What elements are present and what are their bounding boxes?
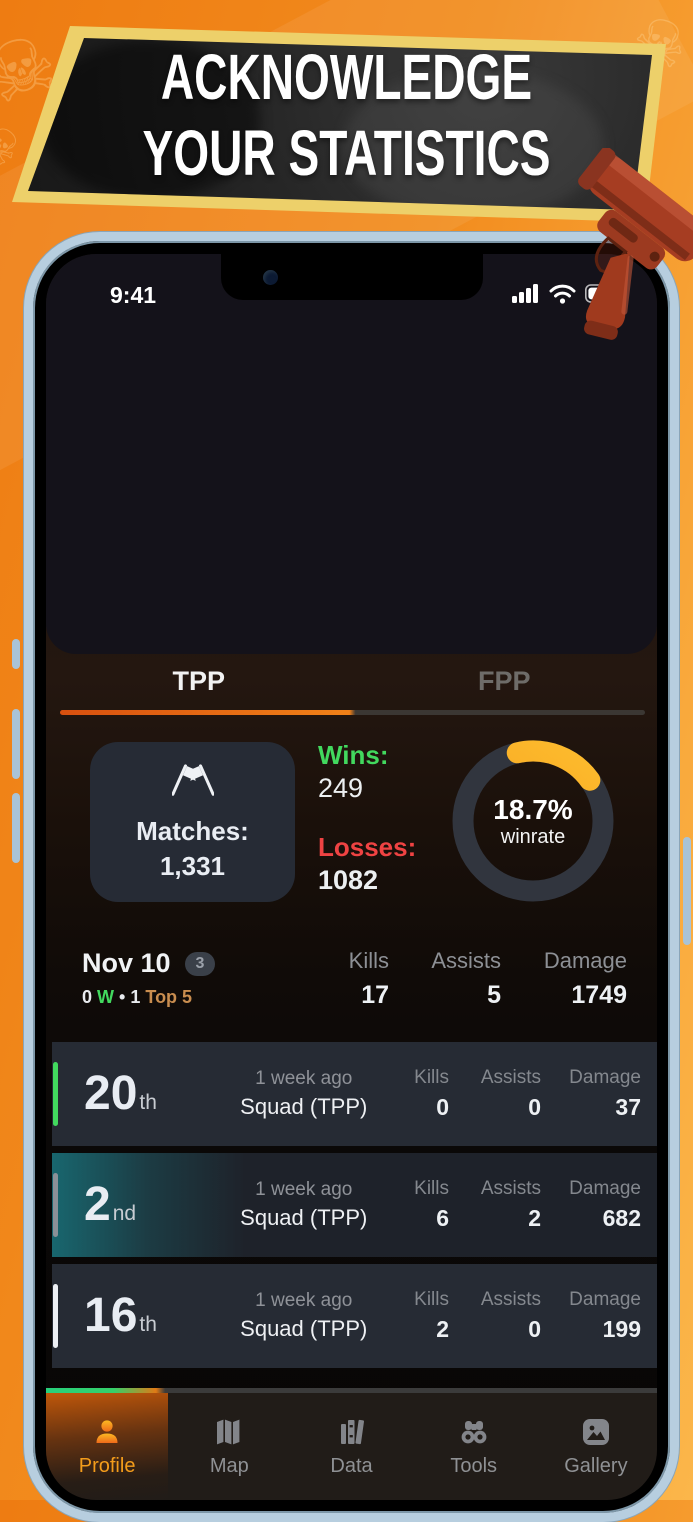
summary-date: Nov 10 [82, 948, 171, 978]
day-summary-row[interactable]: Nov 10 3 0 W • 1 Top 5 Kills 17 Assists … [82, 948, 627, 1010]
nav-progress-strip [46, 1388, 657, 1393]
banner-headline-line1: ACKNOWLEDGE [160, 41, 533, 113]
damage-value: 1749 [571, 981, 627, 1009]
mute-switch [12, 639, 20, 669]
bottom-nav: Profile Map [46, 1388, 657, 1500]
match-count-badge: 3 [184, 951, 216, 976]
winrate-label: winrate [500, 825, 566, 848]
nav-item-profile[interactable]: Profile [46, 1393, 169, 1500]
cellular-signal-icon [512, 284, 538, 303]
flare-gun-image [578, 148, 693, 340]
assists-value: 5 [487, 981, 501, 1009]
kills-header: Kills [348, 948, 389, 973]
map-icon [217, 1419, 240, 1444]
match-time: 1 week ago [255, 1068, 353, 1089]
tab-fpp[interactable]: FPP [477, 666, 531, 696]
nav-item-map[interactable]: Map [168, 1393, 290, 1500]
tools-icon [461, 1420, 487, 1443]
tab-underline [60, 710, 645, 715]
perspective-tabs: TPP FPP [46, 658, 657, 714]
volume-up-button [12, 709, 20, 779]
assists-header: Assists [431, 948, 501, 973]
damage-header: Damage [543, 948, 627, 973]
crossed-flags-icon [171, 764, 214, 796]
wifi-icon [549, 284, 576, 304]
wins-label: Wins: [318, 740, 389, 770]
row-accent-bar [53, 1062, 58, 1126]
data-icon [340, 1419, 364, 1444]
phone-mockup: 9:41 Profile [12, 232, 691, 1522]
app-screen: 9:41 Profile [46, 254, 657, 1500]
match-time: 1 week ago [255, 1290, 353, 1311]
power-button [683, 837, 691, 945]
status-time: 9:41 [110, 282, 157, 308]
matches-value: 1,331 [159, 851, 226, 881]
nav-item-tools[interactable]: Tools [413, 1393, 535, 1500]
row-accent-bar [53, 1284, 58, 1348]
volume-down-button [12, 793, 20, 863]
losses-value: 1082 [318, 865, 379, 895]
person-icon [96, 1419, 118, 1443]
losses-label: Losses: [318, 832, 417, 862]
nav-item-data[interactable]: Data [290, 1393, 412, 1500]
banner-background [28, 38, 652, 210]
banner-headline-line2: YOUR STATISTICS [142, 117, 551, 189]
nav-item-gallery[interactable]: Gallery [535, 1393, 657, 1500]
marketing-banner: ACKNOWLEDGE YOUR STATISTICS [0, 0, 693, 260]
winrate-value: 18.7% [493, 793, 573, 825]
match-time: 1 week ago [255, 1179, 353, 1200]
match-mode: Squad (TPP) [240, 1205, 368, 1230]
summary-subline: 0 W • 1 Top 5 [82, 987, 193, 1007]
gallery-icon [582, 1418, 609, 1445]
matches-card: Matches: 1,331 [90, 742, 295, 902]
tab-tpp[interactable]: TPP [172, 666, 225, 696]
wins-value: 249 [318, 773, 364, 803]
match-mode: Squad (TPP) [240, 1316, 368, 1341]
matches-label: Matches: [136, 816, 249, 846]
match-mode: Squad (TPP) [240, 1094, 368, 1119]
winrate-donut: 18.7% winrate [452, 740, 614, 902]
profile-header-card [46, 254, 657, 654]
wins-losses-block: Wins: 249 Losses: 1082 [318, 740, 448, 896]
phone-notch [220, 254, 483, 300]
front-camera [262, 270, 278, 285]
row-accent-bar [53, 1173, 58, 1237]
kills-value: 17 [361, 981, 389, 1009]
